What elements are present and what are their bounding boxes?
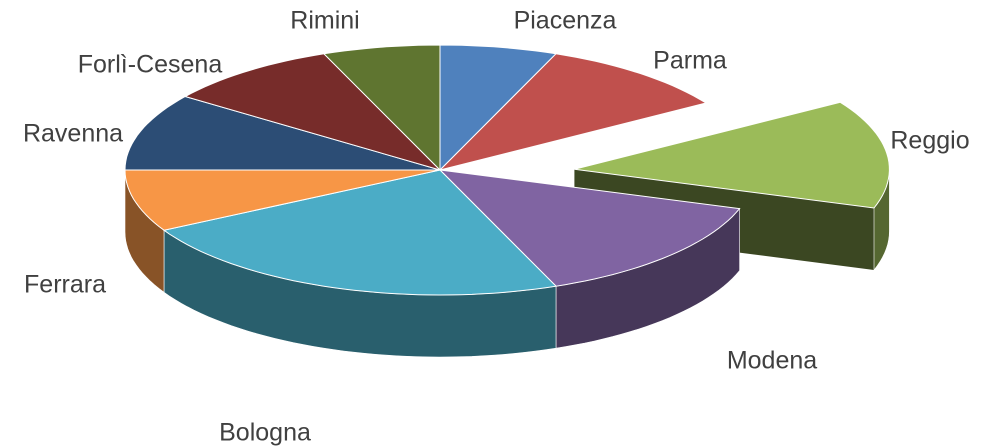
slice bbox=[162, 169, 558, 296]
slice-label: Modena bbox=[727, 347, 817, 375]
slice bbox=[124, 95, 441, 171]
slice-label: Rimini bbox=[290, 7, 359, 35]
slice bbox=[438, 169, 741, 287]
slice-label: Parma bbox=[653, 47, 727, 75]
slice bbox=[574, 101, 890, 209]
slice-label: Forlì-Cesena bbox=[78, 51, 223, 79]
slice-label: Reggio bbox=[890, 127, 969, 155]
slice-label: Ferrara bbox=[24, 271, 106, 299]
slice bbox=[124, 169, 441, 231]
slice-label: Piacenza bbox=[514, 7, 617, 35]
slice bbox=[183, 53, 442, 172]
slice bbox=[438, 53, 708, 171]
slice bbox=[439, 44, 558, 172]
slice-label: Ravenna bbox=[23, 120, 123, 148]
slice bbox=[322, 44, 441, 172]
slice-label: Bologna bbox=[219, 419, 311, 447]
